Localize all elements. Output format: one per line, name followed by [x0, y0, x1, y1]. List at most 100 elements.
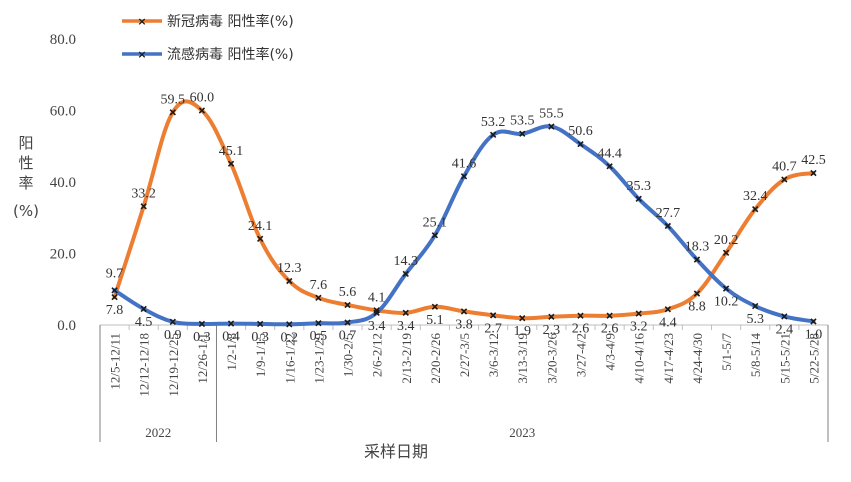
data-point-covid [577, 312, 584, 319]
data-label-flu: 44.4 [597, 146, 622, 161]
data-label-covid: 5.1 [426, 313, 444, 328]
data-point-flu [722, 285, 730, 292]
data-point-flu [519, 130, 526, 137]
data-point-covid [606, 312, 613, 319]
x-tick-label: 2/27-3/5 [457, 333, 472, 377]
data-label-covid: 5.6 [339, 285, 357, 300]
legend-label-flu: 流感病毒 阳性率(%) [167, 46, 294, 63]
y-axis: 0.0 20.0 40.0 60.0 80.0 [50, 32, 76, 334]
legend-marker-covid: × [137, 15, 146, 28]
data-label-covid: 12.3 [277, 261, 302, 276]
data-point-flu [256, 320, 264, 328]
x-tick-label: 2/6-2/12 [370, 333, 385, 377]
legend-item-covid: × 新冠病毒 阳性率(%) [122, 13, 294, 30]
data-label-flu: 10.2 [714, 295, 739, 310]
data-label-covid: 4.1 [368, 290, 386, 305]
data-point-flu [227, 320, 235, 327]
data-label-covid: 2.6 [601, 322, 619, 337]
data-point-flu [781, 313, 788, 320]
legend-item-flu: × 流感病毒 阳性率(%) [122, 46, 294, 63]
data-point-covid [315, 294, 322, 301]
legend-marker-flu: × [137, 48, 146, 61]
data-label-flu: 35.3 [626, 179, 651, 194]
y-tick-label: 60.0 [50, 104, 76, 120]
data-label-covid: 33.2 [131, 186, 156, 201]
x-tick-label: 5/22-5/28 [806, 333, 821, 384]
data-label-flu: 53.5 [510, 114, 535, 129]
x-tick-label: 4/3-4/9 [603, 333, 618, 371]
data-label-flu: 4.5 [135, 315, 153, 330]
data-point-covid [722, 249, 730, 256]
x-tick-label: 12/26-1/1 [195, 333, 210, 384]
x-tick-label: 1/16-1/22 [282, 333, 297, 384]
data-point-covid [810, 169, 817, 177]
data-point-flu [431, 232, 439, 239]
data-label-flu: 41.6 [452, 156, 477, 171]
x-tick-label: 1/2-1/8 [224, 333, 239, 371]
data-point-covid [256, 235, 264, 243]
x-tick-label: 5/15-5/21 [777, 333, 792, 384]
x-tick-label: 12/5-12/11 [108, 333, 123, 390]
data-label-covid: 3.4 [397, 319, 415, 334]
x-tick-label: 3/13-3/19 [515, 333, 530, 384]
y-tick-label: 20.0 [50, 247, 76, 263]
x-tick-label: 4/24-4/30 [690, 333, 705, 384]
data-point-flu [752, 302, 759, 310]
data-point-covid [198, 107, 206, 114]
y-axis-title-unit: (%) [13, 202, 39, 220]
data-label-covid: 1.9 [513, 324, 531, 339]
data-label-covid: 7.8 [106, 303, 124, 318]
x-tick-label: 5/1-5/7 [719, 333, 734, 371]
year-group-label: 2023 [509, 425, 535, 440]
data-label-covid: 24.1 [248, 219, 273, 234]
y-axis-title-char: 率 [18, 174, 33, 192]
x-tick-label: 3/20-3/26 [544, 333, 559, 384]
data-label-flu: 0.3 [193, 330, 211, 345]
x-tick-label: 4/10-4/16 [632, 333, 647, 384]
data-point-covid [140, 203, 147, 210]
data-point-flu [169, 318, 176, 325]
data-label-flu: 50.6 [568, 124, 593, 139]
data-label-covid: 45.1 [219, 144, 244, 159]
data-label-flu: 25.1 [423, 215, 448, 230]
x-tick-label: 12/12-12/18 [137, 333, 152, 397]
x-tick-label: 1/9-1/15 [253, 333, 268, 377]
data-label-flu: 2.4 [776, 322, 794, 337]
data-label-covid: 42.5 [801, 153, 826, 168]
data-label-covid: 20.2 [714, 233, 739, 248]
y-axis-title-char: 阳 [18, 134, 33, 152]
data-point-flu [810, 318, 817, 325]
data-point-flu [315, 320, 322, 327]
y-axis-title-char: 性 [18, 154, 33, 172]
data-label-covid: 59.5 [161, 92, 186, 107]
y-tick-label: 0.0 [57, 318, 76, 334]
data-label-covid: 40.7 [772, 159, 797, 174]
data-label-covid: 32.4 [743, 189, 768, 204]
x-tick-label: 12/19-12/25 [166, 333, 181, 397]
data-point-covid [693, 290, 701, 297]
data-label-flu: 1.0 [805, 327, 823, 342]
data-label-covid: 60.0 [190, 91, 215, 106]
data-point-covid [227, 160, 235, 167]
data-label-flu: 55.5 [539, 107, 564, 122]
data-label-flu: 0.2 [281, 330, 299, 345]
data-point-flu [198, 320, 206, 328]
data-label-covid: 2.7 [484, 321, 502, 336]
data-label-flu: 0.7 [339, 328, 357, 343]
x-axis: 12/5-12/11 12/12-12/18 12/19-12/25 12/26-1/… [99, 324, 829, 442]
y-tick-label: 80.0 [50, 32, 76, 48]
data-label-flu: 5.3 [746, 312, 764, 327]
data-point-flu [402, 270, 409, 278]
data-point-covid [548, 313, 555, 320]
data-point-flu [489, 131, 497, 138]
data-point-flu [344, 319, 351, 326]
data-label-covid: 8.8 [688, 300, 706, 315]
x-tick-label: 2/13-2/19 [399, 333, 414, 384]
series-line-covid [112, 99, 816, 321]
legend-label-covid: 新冠病毒 阳性率(%) [167, 13, 294, 30]
data-label-covid: 7.6 [310, 278, 328, 293]
data-point-covid [752, 206, 759, 213]
data-label-covid: 3.8 [455, 317, 473, 332]
x-axis-title: 采样日期 [364, 443, 428, 461]
